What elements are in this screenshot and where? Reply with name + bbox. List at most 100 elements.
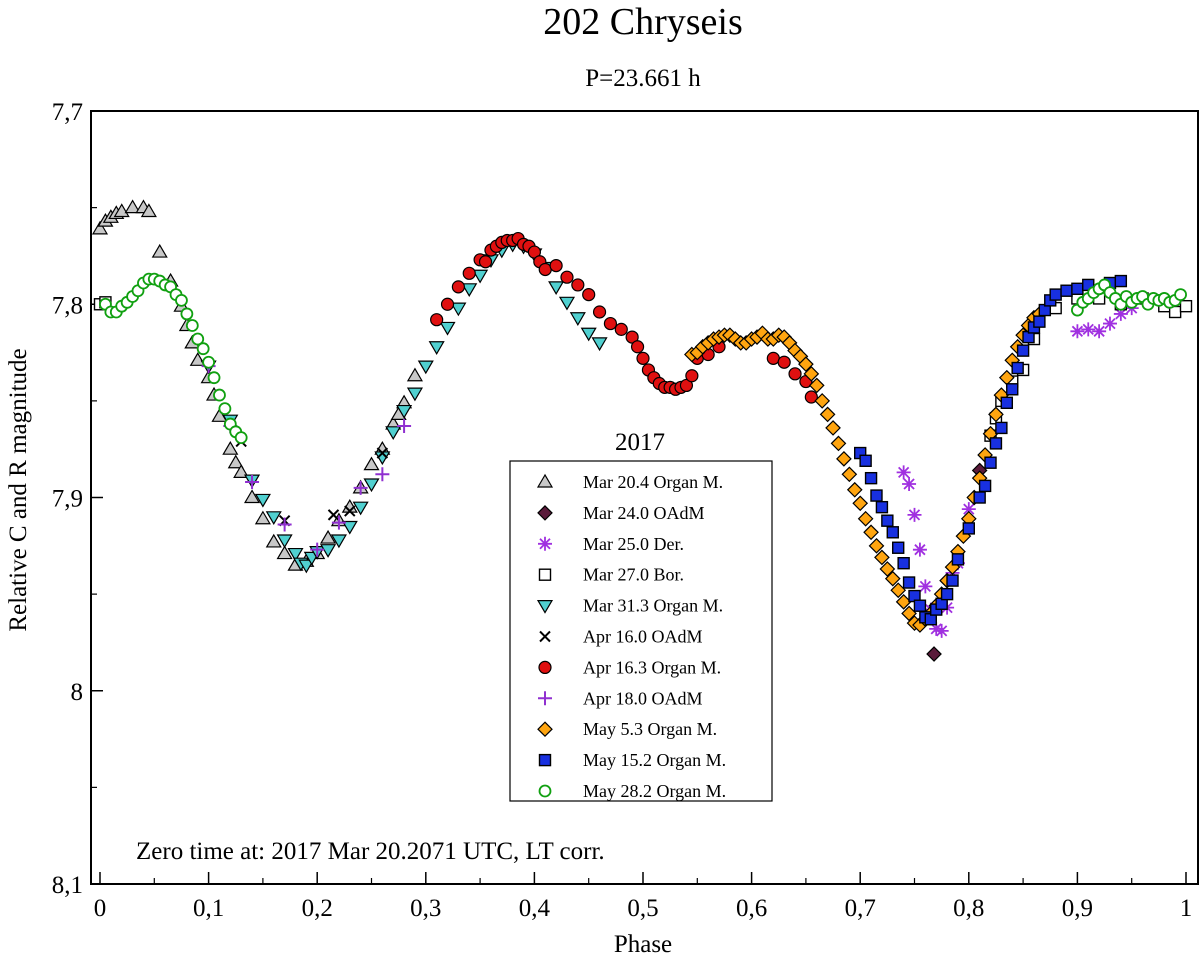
data-point — [320, 544, 337, 558]
data-point — [875, 500, 889, 514]
data-point — [1071, 282, 1084, 295]
data-point — [548, 281, 565, 296]
data-point — [196, 342, 210, 356]
data-point — [243, 489, 261, 504]
data-point — [265, 511, 282, 526]
data-point — [140, 203, 157, 218]
data-point — [213, 388, 226, 402]
data-point — [344, 505, 356, 517]
legend-marker — [538, 691, 552, 706]
data-point — [451, 280, 465, 294]
x-tick-label: 0,1 — [193, 895, 224, 922]
data-point — [254, 493, 271, 508]
data-point — [376, 447, 389, 459]
data-point — [397, 418, 412, 433]
y-tick-label: 8 — [71, 679, 84, 706]
zero-time-annotation: Zero time at: 2017 Mar 20.2071 UTC, LT c… — [136, 838, 605, 865]
x-tick-label: 0,6 — [736, 895, 767, 922]
data-point — [926, 646, 942, 662]
data-point — [1060, 284, 1073, 297]
data-point — [766, 351, 780, 365]
data-point — [287, 547, 304, 562]
data-point — [353, 480, 368, 495]
data-point — [363, 478, 380, 493]
data-point — [430, 313, 444, 327]
data-point — [830, 435, 847, 452]
data-point — [896, 465, 911, 480]
data-points-layer — [91, 199, 1193, 662]
data-point — [375, 467, 390, 482]
data-point — [276, 545, 293, 560]
data-point — [331, 515, 346, 530]
data-point — [1179, 299, 1193, 313]
data-point — [254, 510, 271, 525]
series-3 — [896, 301, 1139, 638]
legend-label: Apr 18.0 OAdM — [583, 688, 703, 708]
x-tick-label: 0 — [94, 895, 107, 922]
data-point — [1102, 316, 1117, 331]
y-tick-label: 7,7 — [52, 99, 83, 126]
data-point — [859, 454, 872, 467]
x-axis: 0 0,1 0,2 0,3 0,4 0,5 0,6 0,7 0,8 0,9 1 — [94, 872, 1193, 922]
data-point — [245, 475, 260, 490]
legend-label: Mar 24.0 OAdM — [583, 503, 705, 523]
data-point — [995, 421, 1008, 435]
x-tick-label: 0,9 — [1062, 895, 1093, 922]
legend-title: 2017 — [615, 429, 665, 456]
data-point — [151, 243, 168, 258]
data-point — [320, 529, 337, 544]
data-point — [385, 426, 402, 440]
data-point — [685, 369, 699, 383]
data-point — [227, 454, 244, 469]
data-point — [277, 517, 292, 532]
data-point — [879, 561, 896, 577]
chart-title: 202 Chryseis — [543, 1, 743, 43]
data-point — [961, 502, 976, 517]
data-point — [298, 559, 315, 574]
data-point — [777, 355, 791, 369]
legend-label: Apr 16.0 OAdM — [583, 627, 703, 647]
data-point — [202, 355, 216, 369]
chart-subtitle: P=23.661 h — [585, 65, 701, 92]
data-point — [396, 404, 413, 419]
y-tick-label: 8,1 — [52, 872, 83, 899]
data-point — [461, 283, 478, 297]
data-point — [984, 456, 997, 469]
x-tick-label: 1 — [1180, 895, 1193, 922]
data-point — [902, 576, 916, 589]
data-point — [614, 322, 628, 336]
data-point — [874, 549, 890, 566]
data-point — [234, 431, 248, 444]
data-point — [91, 220, 109, 235]
data-point — [886, 526, 899, 539]
data-point — [870, 489, 883, 502]
data-point — [863, 524, 879, 541]
data-point — [852, 495, 869, 512]
x-tick-label: 0,4 — [519, 895, 551, 922]
data-point — [450, 302, 467, 317]
data-point — [825, 420, 841, 436]
data-point — [846, 481, 863, 498]
data-point — [406, 367, 423, 382]
data-point — [113, 203, 130, 218]
series-7 — [430, 231, 818, 404]
data-point — [538, 262, 552, 277]
data-point — [406, 387, 423, 402]
legend-label: Mar 27.0 Bor. — [583, 565, 684, 585]
data-point — [962, 522, 975, 535]
data-point — [912, 542, 927, 557]
data-point — [808, 377, 825, 394]
data-point — [897, 557, 910, 570]
data-point — [571, 278, 585, 292]
data-point — [175, 293, 188, 307]
data-point — [191, 332, 205, 346]
data-point — [907, 507, 922, 522]
data-point — [276, 534, 293, 549]
series-1 — [91, 199, 423, 571]
data-point — [330, 534, 347, 549]
x-tick-label: 0,5 — [627, 895, 658, 922]
data-point — [934, 623, 949, 638]
data-point — [1081, 322, 1096, 337]
data-point — [580, 327, 597, 342]
